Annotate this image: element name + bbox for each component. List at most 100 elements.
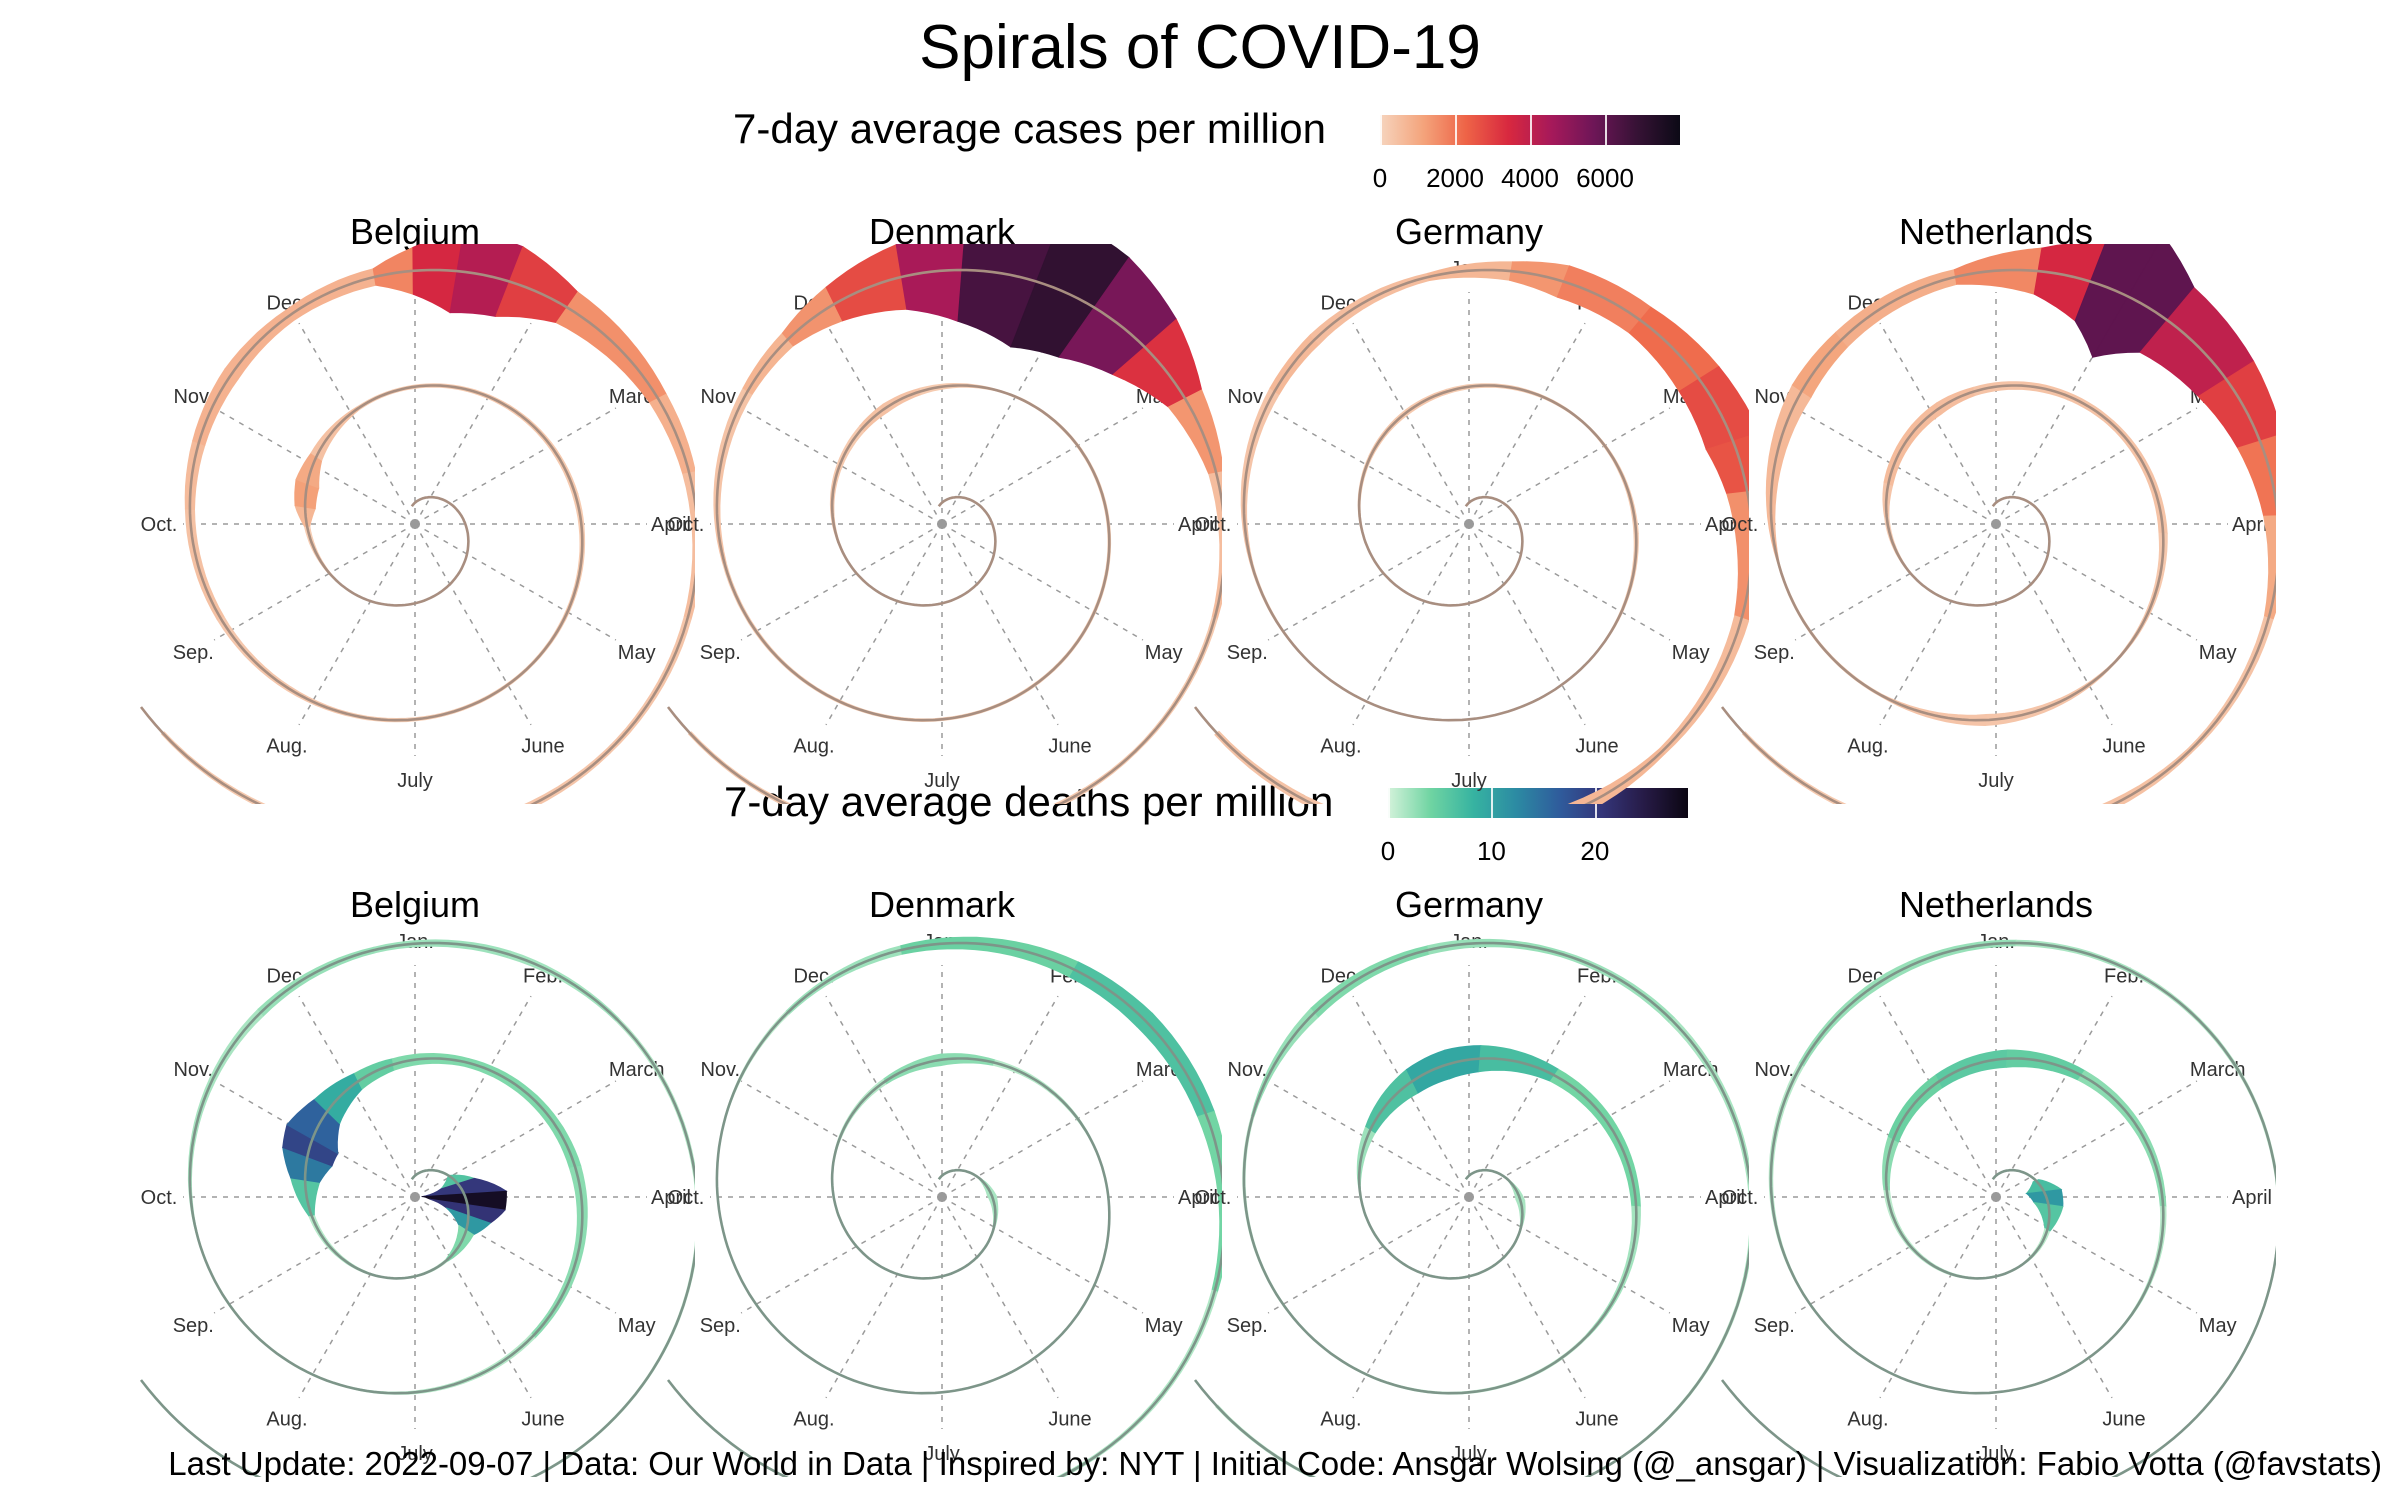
month-gridline: [1468, 1080, 1671, 1198]
data-segment: [1394, 574, 1513, 606]
data-segment: [345, 661, 535, 723]
legend-tick-label: 0: [1380, 836, 1396, 866]
month-label: March: [609, 1059, 665, 1081]
center-dot: [410, 519, 420, 529]
cases-legend-colorbar: [1380, 115, 1680, 145]
data-segment: [466, 387, 579, 496]
data-segment: [216, 615, 348, 717]
month-label: Sep.: [1227, 642, 1268, 664]
month-gridline: [1468, 322, 1586, 525]
legend-tick-mark: [1530, 115, 1532, 145]
month-gridline: [414, 1080, 617, 1198]
spiral-chart: Jan.Feb.MarchAprilMayJuneJulyAug.Sep.Oct…: [139, 244, 695, 804]
data-segment: [1215, 1404, 1317, 1477]
data-segment: [184, 440, 206, 511]
data-ribbon: [1742, 939, 2276, 1477]
month-gridline: [414, 322, 532, 525]
month-label: April: [651, 1187, 691, 1209]
panel-cases-belgium: Belgium Jan.Feb.MarchAprilMayJuneJulyAug…: [135, 210, 695, 810]
data-segment: [531, 493, 586, 665]
month-label: May: [2199, 642, 2237, 664]
data-segment: [1059, 1166, 1111, 1337]
month-label: June: [1048, 736, 1091, 758]
legend-tick-mark: [1380, 115, 1382, 145]
panel-title: Netherlands: [1898, 884, 2094, 925]
month-gridline: [1995, 523, 2113, 726]
data-segment: [187, 1008, 265, 1237]
legend-tick-label: 10: [1476, 836, 1506, 866]
spiral-baseline: [1720, 941, 2276, 1477]
legend-tick-mark: [1491, 788, 1494, 818]
month-gridline: [1468, 995, 1586, 1198]
month-label: Oct.: [141, 514, 178, 536]
month-gridline: [740, 1196, 943, 1314]
data-segment: [1936, 386, 1976, 415]
center-dot: [937, 519, 947, 529]
data-segment: [833, 1077, 888, 1158]
month-label: July: [1978, 770, 2014, 792]
month-gridline: [1995, 407, 2198, 525]
month-gridline: [941, 523, 1144, 641]
data-segment: [1586, 532, 1639, 664]
month-label: Sep.: [700, 642, 741, 664]
panel-deaths-denmark: Denmark Jan.Feb.MarchAprilMayJuneJulyAug…: [662, 883, 1222, 1483]
panel-deaths-netherlands: Netherlands Jan.Feb.MarchAprilMayJuneJul…: [1716, 883, 2276, 1483]
month-gridline: [941, 1196, 1059, 1399]
data-segment: [1055, 1289, 1218, 1477]
center-dot: [410, 1192, 420, 1202]
month-label: Oct.: [668, 514, 705, 536]
month-label: May: [2199, 1315, 2237, 1337]
data-segment: [1776, 562, 1884, 698]
month-label: June: [521, 1409, 564, 1431]
month-gridline: [941, 322, 1059, 525]
data-segment: [428, 541, 470, 600]
data-segment: [1741, 731, 1847, 804]
month-label: Sep.: [173, 642, 214, 664]
month-label: Aug.: [1320, 736, 1361, 758]
month-label: Oct.: [141, 1187, 178, 1209]
month-gridline: [1879, 322, 1997, 525]
data-segment: [1444, 1045, 1482, 1080]
data-segment: [1305, 1330, 1589, 1395]
data-segment: [778, 1331, 1061, 1394]
month-gridline: [740, 1080, 943, 1198]
data-segment: [1798, 972, 1891, 1067]
panel-title: Germany: [1394, 211, 1544, 252]
center-dot: [1991, 1192, 2001, 1202]
spiral-baseline: [666, 268, 1222, 804]
month-gridline: [1879, 995, 1997, 1198]
month-gridline: [414, 523, 532, 726]
spiral-chart: Jan.Feb.MarchAprilMayJuneJulyAug.Sep.Oct…: [1720, 931, 2276, 1477]
data-segment: [1585, 1205, 1641, 1338]
month-label: Sep.: [1754, 1315, 1795, 1337]
legend-tick-mark: [1605, 115, 1607, 145]
month-label: Oct.: [1195, 1187, 1232, 1209]
center-dot: [937, 1192, 947, 1202]
month-gridline: [1794, 1196, 1997, 1314]
panel-title: Denmark: [868, 884, 1016, 925]
data-segment: [912, 541, 996, 607]
month-label: May: [1672, 642, 1710, 664]
data-segment: [2186, 615, 2274, 754]
spiral-baseline: [1720, 268, 2276, 804]
month-label: Aug.: [1320, 1409, 1361, 1431]
chart-title: Spirals of COVID-19: [919, 13, 1481, 82]
data-segment: [1935, 1049, 2008, 1089]
data-segment: [1921, 574, 2040, 607]
data-segment: [2102, 748, 2192, 804]
panel-title: Belgium: [349, 884, 481, 925]
data-segment: [353, 1058, 395, 1090]
month-gridline: [414, 523, 617, 641]
deaths-legend-title: 7-day average deaths per million: [724, 778, 1334, 825]
month-label: Oct.: [1722, 514, 1759, 536]
spiral-baseline: [1193, 941, 1749, 1477]
month-gridline: [941, 523, 1059, 726]
data-segment: [1053, 749, 1138, 804]
panel-cases-germany: Germany Jan.Feb.MarchAprilMayJuneJulyAug…: [1189, 210, 1749, 810]
month-label: Nov.: [1227, 386, 1267, 408]
month-label: Oct.: [1722, 1187, 1759, 1209]
month-label: Sep.: [1754, 642, 1795, 664]
month-label: March: [2190, 1059, 2246, 1081]
data-segment: [1583, 422, 1639, 535]
month-label: Nov.: [1754, 1059, 1794, 1081]
